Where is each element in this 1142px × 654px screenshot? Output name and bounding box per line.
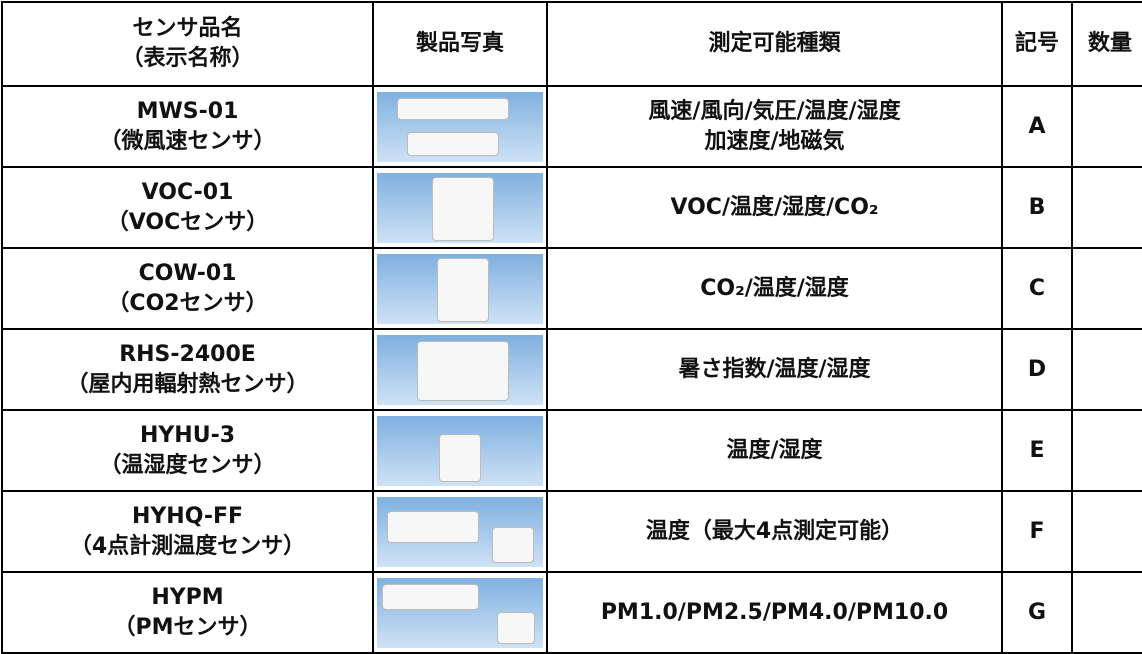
measurement-types: 温度/湿度	[726, 437, 823, 463]
product-photo	[377, 172, 543, 243]
measurement-types: 温度（最大4点測定可能）	[645, 518, 904, 544]
types-cell: 暑さ指数/温度/湿度	[546, 328, 1003, 411]
symbol-cell: C	[1001, 247, 1073, 330]
header-quantity: 数量	[1071, 1, 1142, 87]
quantity-cell	[1071, 247, 1142, 330]
device-shape	[387, 510, 479, 543]
device-shape	[439, 433, 481, 482]
model-name: VOC-01	[141, 179, 234, 205]
measurement-types: 加速度/地磁気	[704, 128, 845, 154]
types-cell: CO₂/温度/湿度	[546, 247, 1003, 330]
name-cell: MWS-01 （微風速センサ）	[1, 85, 374, 168]
product-photo	[377, 334, 543, 405]
table-body: MWS-01 （微風速センサ） 風速/風向/気圧/温度/湿度 加速度/地磁気 A VOC-…	[1, 85, 1142, 654]
device-shape	[382, 583, 479, 610]
device-shape	[407, 131, 499, 156]
device-shape	[432, 176, 494, 241]
symbol-cell: F	[1001, 490, 1073, 573]
symbol-cell: G	[1001, 571, 1073, 654]
types-cell: 風速/風向/気圧/温度/湿度 加速度/地磁気	[546, 85, 1003, 168]
model-name: COW-01	[138, 260, 237, 286]
model-name: MWS-01	[136, 98, 239, 124]
table-row: MWS-01 （微風速センサ） 風速/風向/気圧/温度/湿度 加速度/地磁気 A	[1, 85, 1142, 168]
product-photo	[377, 496, 543, 567]
table-row: HYHU-3 （温湿度センサ） 温度/湿度 E	[1, 409, 1142, 492]
name-cell: COW-01 （CO2センサ）	[1, 247, 374, 330]
table-row: RHS-2400E （屋内用輻射熱センサ） 暑さ指数/温度/湿度 D	[1, 328, 1142, 411]
photo-cell	[372, 571, 548, 654]
quantity-cell	[1071, 166, 1142, 249]
model-name: HYHU-3	[139, 422, 236, 448]
model-name: RHS-2400E	[119, 341, 256, 367]
display-name: （VOCセンサ）	[106, 209, 269, 235]
device-shape	[492, 526, 534, 563]
device-shape	[437, 257, 489, 322]
model-name: HYPM	[151, 584, 224, 610]
device-shape	[397, 97, 509, 120]
name-cell: VOC-01 （VOCセンサ）	[1, 166, 374, 249]
display-name: （CO2センサ）	[107, 290, 268, 316]
measurement-types: CO₂/温度/湿度	[700, 275, 849, 301]
table-row: HYHQ-FF （4点計測温度センサ） 温度（最大4点測定可能） F	[1, 490, 1142, 573]
header-symbol: 記号	[1001, 1, 1073, 87]
header-row: センサ品名 （表示名称） 製品写真 測定可能種類 記号 数量	[1, 1, 1142, 87]
types-cell: 温度/湿度	[546, 409, 1003, 492]
header-types: 測定可能種類	[546, 1, 1003, 87]
product-photo	[377, 91, 543, 162]
measurement-types: VOC/温度/湿度/CO₂	[670, 194, 879, 220]
table-row: COW-01 （CO2センサ） CO₂/温度/湿度 C	[1, 247, 1142, 330]
measurement-types: PM1.0/PM2.5/PM4.0/PM10.0	[600, 599, 949, 625]
quantity-cell	[1071, 571, 1142, 654]
quantity-cell	[1071, 409, 1142, 492]
types-cell: VOC/温度/湿度/CO₂	[546, 166, 1003, 249]
product-photo	[377, 577, 543, 648]
display-name: （4点計測温度センサ）	[69, 533, 306, 559]
photo-cell	[372, 85, 548, 168]
types-cell: PM1.0/PM2.5/PM4.0/PM10.0	[546, 571, 1003, 654]
model-name: HYHQ-FF	[131, 503, 244, 529]
name-cell: HYHU-3 （温湿度センサ）	[1, 409, 374, 492]
product-photo	[377, 253, 543, 324]
product-photo	[377, 415, 543, 486]
quantity-cell	[1071, 490, 1142, 573]
photo-cell	[372, 247, 548, 330]
name-cell: RHS-2400E （屋内用輻射熱センサ）	[1, 328, 374, 411]
photo-cell	[372, 490, 548, 573]
name-cell: HYPM （PMセンサ）	[1, 571, 374, 654]
header-photo: 製品写真	[372, 1, 548, 87]
header-name-line: センサ品名	[132, 16, 243, 41]
symbol-cell: B	[1001, 166, 1073, 249]
header-name: センサ品名 （表示名称）	[1, 1, 374, 87]
device-shape	[497, 611, 535, 644]
device-shape	[417, 340, 509, 401]
table-row: VOC-01 （VOCセンサ） VOC/温度/湿度/CO₂ B	[1, 166, 1142, 249]
display-name: （温湿度センサ）	[99, 452, 276, 478]
symbol-cell: E	[1001, 409, 1073, 492]
display-name: （微風速センサ）	[99, 128, 276, 154]
header-name-line: （表示名称）	[121, 46, 254, 71]
photo-cell	[372, 166, 548, 249]
quantity-cell	[1071, 85, 1142, 168]
symbol-cell: A	[1001, 85, 1073, 168]
name-cell: HYHQ-FF （4点計測温度センサ）	[1, 490, 374, 573]
symbol-cell: D	[1001, 328, 1073, 411]
display-name: （PMセンサ）	[113, 614, 262, 640]
photo-cell	[372, 409, 548, 492]
types-cell: 温度（最大4点測定可能）	[546, 490, 1003, 573]
photo-cell	[372, 328, 548, 411]
measurement-types: 暑さ指数/温度/湿度	[678, 356, 871, 382]
measurement-types: 風速/風向/気圧/温度/湿度	[648, 98, 901, 124]
display-name: （屋内用輻射熱センサ）	[66, 371, 309, 397]
table-row: HYPM （PMセンサ） PM1.0/PM2.5/PM4.0/PM10.0 G	[1, 571, 1142, 654]
quantity-cell	[1071, 328, 1142, 411]
